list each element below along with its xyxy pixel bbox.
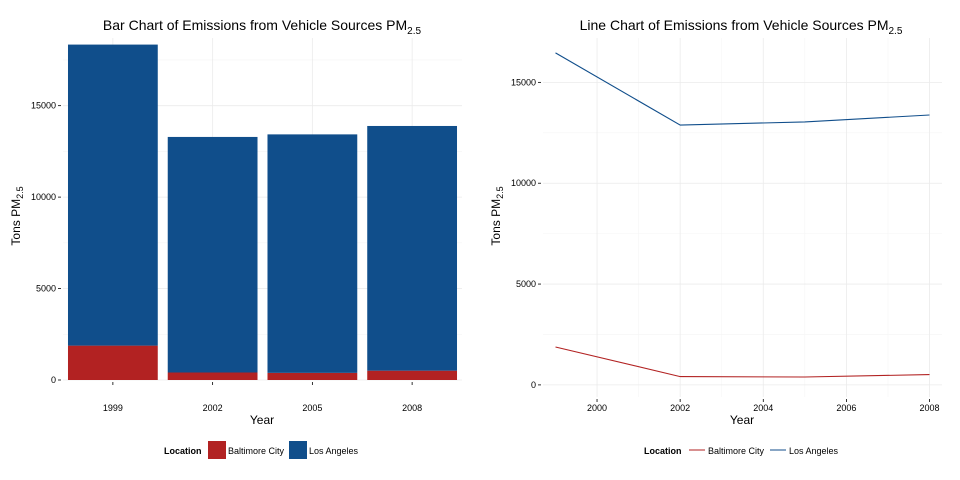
line-chart-y-axis-title: Tons PM2.5 [489, 186, 505, 245]
line-chart: Line Chart of Emissions from Vehicle Sou… [489, 17, 942, 456]
bar-los-angeles-2002 [167, 136, 258, 373]
series-line-los-angeles [555, 52, 930, 126]
legend-swatch-los-angeles [289, 441, 307, 459]
line-chart-x-axis-title: Year [730, 413, 754, 427]
bar-chart-y-axis: 0 5000 10000 15000 [31, 101, 61, 385]
bar-baltimore-city-1999 [67, 345, 158, 380]
bar-baltimore-city-2008 [367, 370, 458, 380]
bar-chart-bars [67, 44, 458, 380]
x-tick-label: 2004 [753, 403, 773, 413]
y-tick-label: 5000 [516, 279, 536, 289]
bar-chart: Bar Chart of Emissions from Vehicle Sour… [9, 17, 462, 459]
legend-title: Location [164, 446, 202, 456]
y-tick-label: 5000 [36, 284, 56, 294]
y-tick-label: 0 [51, 375, 56, 385]
y-tick-label: 15000 [511, 77, 536, 87]
y-tick-label: 0 [531, 380, 536, 390]
line-chart-legend: Location Baltimore City Los Angeles [644, 446, 839, 456]
bar-chart-x-axis: 1999 2002 2005 2008 [103, 382, 422, 413]
x-tick-label: 2002 [203, 403, 223, 413]
bar-chart-panel: Bar Chart of Emissions from Vehicle Sour… [9, 17, 462, 459]
line-chart-title: Line Chart of Emissions from Vehicle Sou… [580, 17, 903, 37]
legend-swatch-baltimore-city [208, 441, 226, 459]
bar-baltimore-city-2005 [267, 372, 358, 380]
line-chart-panel: Line Chart of Emissions from Vehicle Sou… [480, 0, 960, 480]
line-chart-y-axis: 0 5000 10000 15000 [511, 77, 541, 390]
series-line-baltimore-city [555, 346, 930, 378]
bar-los-angeles-2008 [367, 125, 458, 371]
x-tick-label: 2005 [302, 403, 322, 413]
x-tick-label: 2006 [836, 403, 856, 413]
legend-label-los-angeles: Los Angeles [309, 446, 359, 456]
x-tick-label: 2000 [587, 403, 607, 413]
legend-title: Location [644, 446, 682, 456]
bar-chart-x-axis-title: Year [250, 413, 274, 427]
line-chart-grid [543, 38, 942, 397]
legend-label-los-angeles: Los Angeles [789, 446, 839, 456]
bar-chart-y-axis-title: Tons PM2.5 [9, 186, 25, 245]
bar-los-angeles-2005 [267, 134, 358, 373]
y-tick-label: 10000 [511, 178, 536, 188]
y-tick-label: 15000 [31, 101, 56, 111]
bar-los-angeles-1999 [67, 44, 158, 346]
legend-label-baltimore-city: Baltimore City [708, 446, 765, 456]
bar-chart-title: Bar Chart of Emissions from Vehicle Sour… [103, 17, 422, 37]
x-tick-label: 2008 [920, 403, 940, 413]
x-tick-label: 1999 [103, 403, 123, 413]
line-chart-series [555, 52, 930, 378]
x-tick-label: 2008 [402, 403, 422, 413]
line-chart-x-axis: 2000 2002 2004 2006 2008 [587, 399, 940, 413]
bar-chart-legend: Location Baltimore City Los Angeles [164, 441, 359, 459]
x-tick-label: 2002 [670, 403, 690, 413]
bar-baltimore-city-2002 [167, 372, 258, 380]
y-tick-label: 10000 [31, 192, 56, 202]
legend-label-baltimore-city: Baltimore City [228, 446, 285, 456]
